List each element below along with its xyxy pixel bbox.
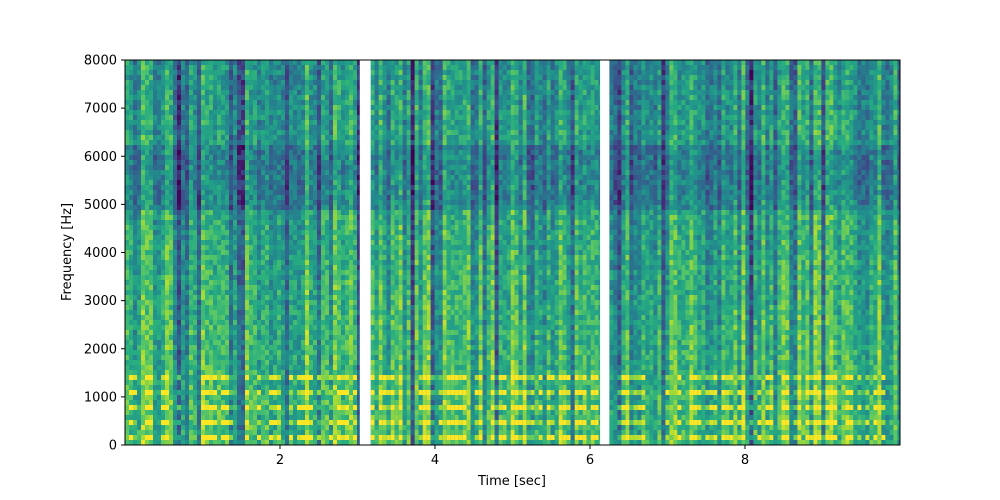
y-tick-label: 8000 bbox=[84, 54, 117, 69]
y-axis: 0 1000 2000 3000 4000 5000 6000 7000 8000 bbox=[84, 54, 125, 454]
spectrogram-gap bbox=[600, 60, 610, 445]
spectrogram-gap bbox=[359, 60, 371, 445]
y-tick-label: 3000 bbox=[84, 294, 117, 309]
y-tick-label: 2000 bbox=[84, 342, 117, 357]
y-tick-label: 6000 bbox=[84, 150, 117, 165]
x-tick-label: 2 bbox=[276, 453, 284, 468]
y-axis-label: Frequency [Hz] bbox=[60, 203, 75, 301]
y-tick-label: 7000 bbox=[84, 102, 117, 117]
y-tick-label: 0 bbox=[109, 439, 117, 454]
y-tick-label: 1000 bbox=[84, 390, 117, 405]
spectrogram-segment bbox=[370, 60, 601, 445]
plot-area bbox=[125, 60, 900, 445]
x-tick-label: 4 bbox=[431, 453, 439, 468]
spectrogram-segment bbox=[609, 60, 900, 445]
spectrogram-segment bbox=[125, 60, 360, 445]
y-tick-label: 5000 bbox=[84, 198, 117, 213]
x-tick-label: 6 bbox=[586, 453, 594, 468]
y-tick-label: 4000 bbox=[84, 246, 117, 261]
x-tick-label: 8 bbox=[741, 453, 749, 468]
x-axis-label: Time [sec] bbox=[477, 474, 546, 489]
x-axis: 2 4 6 8 bbox=[276, 445, 749, 468]
